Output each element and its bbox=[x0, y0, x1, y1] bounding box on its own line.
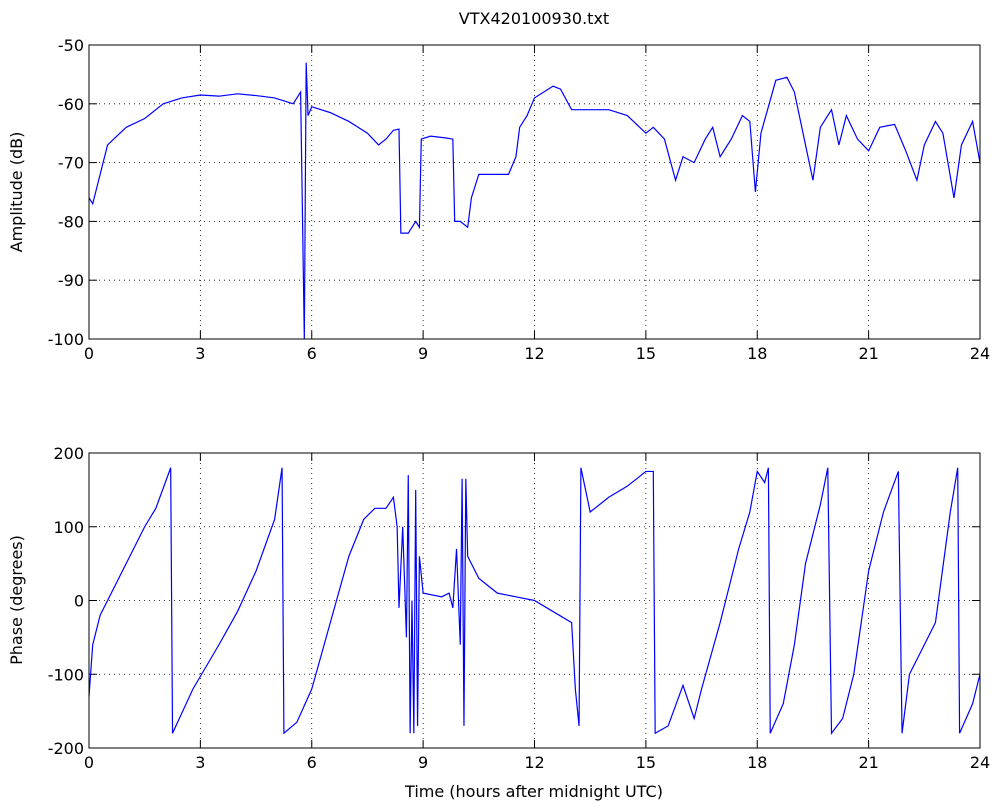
x-axis-label: Time (hours after midnight UTC) bbox=[404, 782, 663, 801]
data-line bbox=[88, 467, 981, 736]
x-tick-label: 3 bbox=[195, 344, 205, 363]
y-axis-label: Amplitude (dB) bbox=[7, 132, 26, 253]
y-tick-label: 100 bbox=[53, 518, 84, 537]
y-tick-label: -60 bbox=[58, 95, 84, 114]
y-tick-label: -80 bbox=[58, 212, 84, 231]
x-tick-label: 21 bbox=[858, 344, 878, 363]
x-tick-label: 9 bbox=[418, 344, 428, 363]
x-tick-label: 24 bbox=[970, 344, 990, 363]
plot-area bbox=[89, 45, 980, 339]
x-tick-label: 12 bbox=[524, 344, 544, 363]
y-tick-label: -100 bbox=[48, 665, 84, 684]
x-tick-label: 15 bbox=[636, 344, 656, 363]
x-tick-label: 9 bbox=[418, 753, 428, 772]
chart-title: VTX420100930.txt bbox=[459, 9, 609, 28]
y-tick-label: -50 bbox=[58, 36, 84, 55]
axes-frame bbox=[88, 44, 981, 340]
y-tick-label: 200 bbox=[53, 444, 84, 463]
x-tick-label: 24 bbox=[970, 753, 990, 772]
y-tick-label: 0 bbox=[74, 592, 84, 611]
y-tick-label: -200 bbox=[48, 739, 84, 758]
y-tick-label: -70 bbox=[58, 154, 84, 173]
y-axis-label: Phase (degrees) bbox=[7, 535, 26, 665]
x-tick-label: 3 bbox=[195, 753, 205, 772]
x-tick-label: 6 bbox=[307, 344, 317, 363]
x-tick-label: 21 bbox=[858, 753, 878, 772]
x-tick-label: 0 bbox=[84, 344, 94, 363]
y-tick-label: -100 bbox=[48, 330, 84, 349]
x-tick-label: 12 bbox=[524, 753, 544, 772]
x-tick-label: 6 bbox=[307, 753, 317, 772]
axes-frame bbox=[88, 452, 981, 749]
data-line bbox=[88, 62, 981, 340]
y-tick-label: -90 bbox=[58, 271, 84, 290]
x-tick-label: 18 bbox=[747, 344, 767, 363]
x-tick-label: 15 bbox=[636, 753, 656, 772]
x-tick-label: 0 bbox=[84, 753, 94, 772]
x-tick-label: 18 bbox=[747, 753, 767, 772]
